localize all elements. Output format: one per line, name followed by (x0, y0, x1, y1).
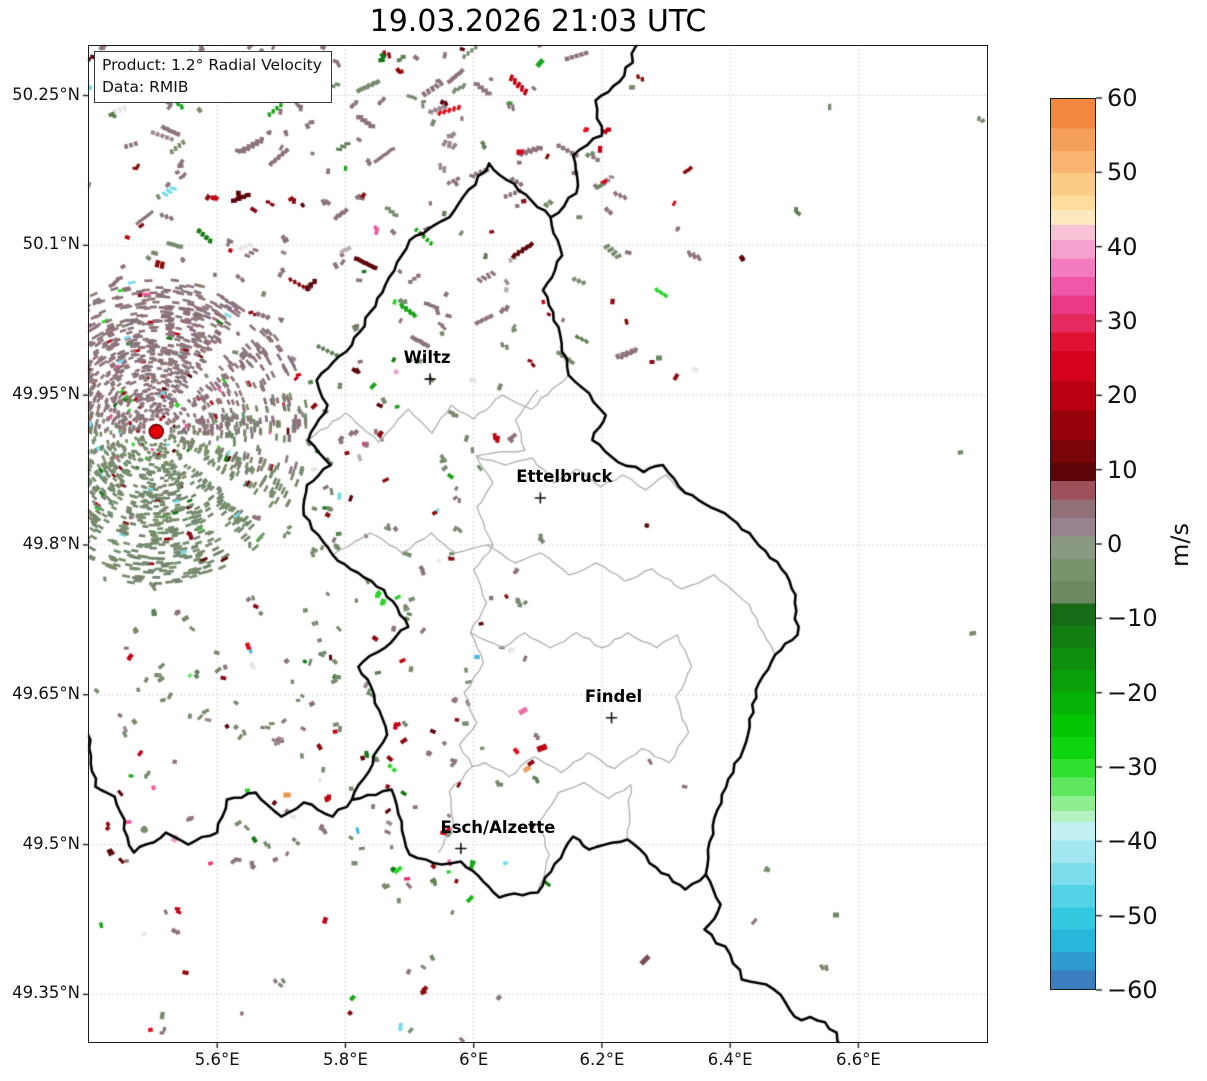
colorbar-tick-label: 10 (1107, 455, 1138, 484)
y-tick-label: 49.65°N (12, 683, 80, 703)
velocity-colorbar (1050, 98, 1096, 990)
city-label-esch-alzette: Esch/Alzette (440, 817, 556, 837)
x-tick-label: 5.8°E (322, 1050, 368, 1069)
y-tick-label: 49.35°N (12, 983, 80, 1003)
colorbar-tick-label: 60 (1107, 84, 1138, 112)
figure-title: 19.03.2026 21:03 UTC (369, 4, 707, 39)
colorbar-tick-label: −40 (1107, 827, 1158, 856)
product-info-box: Product: 1.2° Radial Velocity Data: RMIB (94, 51, 332, 103)
product-info-line2: Data: RMIB (102, 78, 189, 96)
x-tick-label: 6.2°E (579, 1050, 625, 1069)
colorbar-tick-label: −10 (1107, 604, 1158, 633)
y-tick-label: 50.1°N (22, 234, 80, 254)
colorbar-tick-label: 30 (1107, 307, 1138, 335)
x-tick-label: 6°E (459, 1050, 489, 1069)
colorbar-tick-label: −50 (1107, 901, 1158, 930)
x-tick-label: 6.6°E (835, 1050, 881, 1069)
y-tick-label: 49.8°N (22, 533, 80, 553)
y-tick-label: 49.95°N (12, 384, 80, 404)
city-label-wiltz: Wiltz (403, 348, 451, 368)
colorbar-tick-label: 0 (1107, 530, 1123, 558)
city-label-findel: Findel (584, 686, 643, 706)
city-label-ettelbruck: Ettelbruck (516, 467, 613, 486)
colorbar-tick-label: 40 (1107, 232, 1138, 261)
colorbar-tick-label: 50 (1107, 158, 1138, 187)
x-tick-label: 6.4°E (707, 1050, 753, 1069)
colorbar-tick-label: −30 (1107, 753, 1158, 781)
y-tick-label: 49.5°N (22, 833, 80, 853)
product-info-line1: Product: 1.2° Radial Velocity (102, 56, 322, 74)
x-tick-label: 5.6°E (194, 1050, 240, 1069)
colorbar-tick-label: −60 (1107, 976, 1158, 1004)
colorbar-tick-label: 20 (1107, 381, 1138, 410)
colorbar-tick-label: −20 (1107, 678, 1158, 707)
y-tick-label: 50.25°N (12, 84, 80, 104)
colorbar-unit-label: m/s (1166, 523, 1194, 567)
